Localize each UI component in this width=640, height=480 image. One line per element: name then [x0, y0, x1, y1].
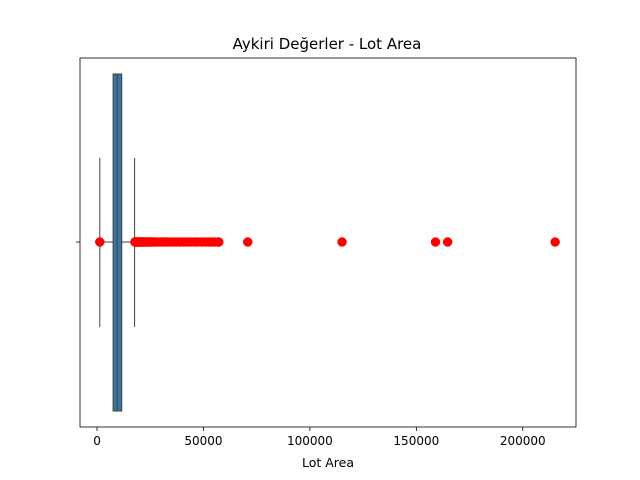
x-tick-label: 150000 — [393, 434, 439, 448]
outlier-point — [242, 237, 253, 247]
axes-frame — [79, 57, 577, 428]
x-axis-ticks: 0 50000 100000 150000 200000 — [93, 427, 546, 448]
x-axis-label: Lot Area — [302, 455, 354, 470]
plot-area — [95, 73, 560, 412]
outlier-point — [442, 237, 453, 247]
x-tick-label: 200000 — [500, 434, 546, 448]
x-tick-label: 100000 — [287, 434, 333, 448]
outlier-point — [95, 237, 105, 247]
x-tick-label: 50000 — [184, 434, 222, 448]
outlier-point — [214, 237, 224, 247]
outlier-point — [550, 237, 560, 247]
outlier-point — [430, 237, 441, 247]
outlier-point — [337, 237, 347, 247]
chart-title: Aykiri Değerler - Lot Area — [233, 35, 422, 53]
x-tick-label: 0 — [93, 434, 101, 448]
